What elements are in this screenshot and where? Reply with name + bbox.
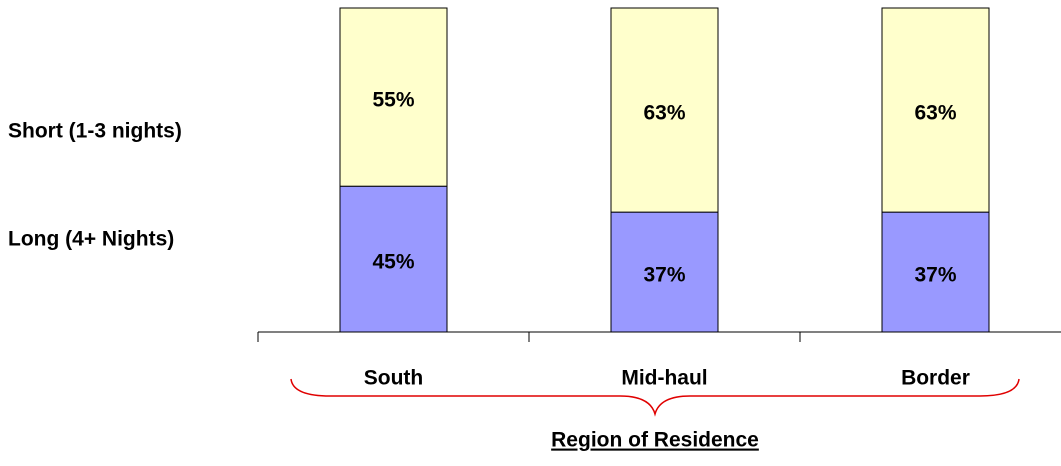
bar-segment	[610, 7, 719, 213]
data-label: 63%	[914, 102, 956, 125]
legend-label: Long (4+ Nights)	[8, 228, 174, 251]
data-label: 37%	[643, 264, 685, 287]
x-tick-label: Mid-haul	[621, 367, 707, 390]
x-axis-title: Region of Residence	[551, 429, 759, 452]
x-tick-label: Border	[901, 367, 970, 390]
data-label: 45%	[372, 251, 414, 274]
brace	[290, 378, 1020, 417]
data-label: 55%	[372, 89, 414, 112]
legend-label: Short (1-3 nights)	[8, 120, 182, 143]
data-label: 37%	[914, 264, 956, 287]
bar-segment	[339, 185, 448, 333]
bar-segment	[339, 7, 448, 187]
x-tick-label: South	[364, 367, 423, 390]
bar-segment	[881, 7, 990, 213]
data-label: 63%	[643, 102, 685, 125]
